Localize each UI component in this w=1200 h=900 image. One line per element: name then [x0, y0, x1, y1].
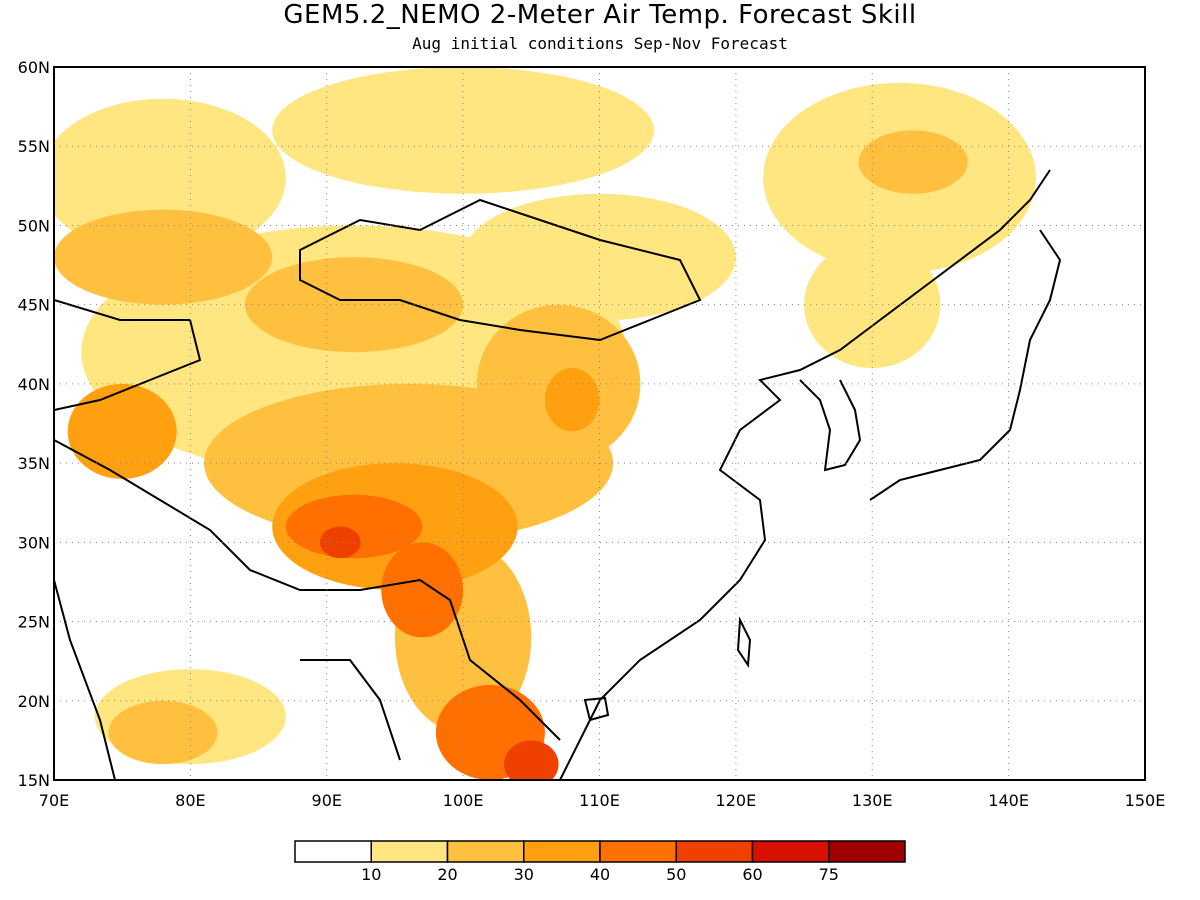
lon-tick-label: 130E: [852, 791, 893, 810]
longitude-tick-labels: 70E 80E 90E 100E 110E 120E 130E 140E 150E: [39, 791, 1166, 810]
coastline-china-east: [559, 169, 1051, 780]
chart-title: GEM5.2_NEMO 2-Meter Air Temp. Forecast S…: [283, 0, 917, 30]
skill-region-16: [544, 368, 600, 432]
lat-tick-label: 30N: [18, 533, 50, 552]
coastline-india: [54, 579, 401, 780]
lat-tick-label: 25N: [18, 613, 50, 632]
lon-tick-label: 80E: [175, 791, 205, 810]
colorbar: 10 20 30 40 50 60 75: [294, 840, 906, 884]
skill-region-1: [272, 67, 655, 194]
skill-region-3: [804, 241, 941, 369]
skill-region-18: [381, 542, 464, 638]
border-mongolia: [299, 198, 702, 342]
lon-tick-label: 120E: [716, 791, 757, 810]
skill-region-13: [108, 700, 218, 765]
skill-region-17: [285, 494, 423, 559]
colorbar-label: 10: [361, 865, 381, 884]
colorbar-swatch-4: [599, 840, 677, 863]
skill-region-7: [54, 209, 273, 305]
colorbar-swatch-1: [370, 840, 449, 863]
lat-tick-label: 35N: [18, 454, 50, 473]
lat-tick-label: 60N: [18, 58, 50, 77]
colorbar-label: 30: [514, 865, 534, 884]
skill-region-9: [858, 130, 968, 194]
border-central-asia: [54, 299, 202, 411]
colorbar-swatch-2: [446, 840, 525, 863]
colorbar-label: 50: [666, 865, 686, 884]
colorbar-swatch-7: [828, 840, 906, 863]
island-hainan: [583, 696, 610, 722]
colorbar-label: 40: [590, 865, 610, 884]
island-taiwan: [736, 616, 752, 668]
lon-tick-label: 140E: [988, 791, 1029, 810]
colorbar-swatch-6: [751, 840, 830, 863]
coastline-korea: [799, 379, 862, 472]
lat-tick-label: 55N: [18, 137, 50, 156]
skill-region-21: [504, 740, 559, 780]
chart-subtitle: Aug initial conditions Sep-Nov Forecast: [412, 34, 788, 53]
colorbar-label: 60: [742, 865, 762, 884]
lon-tick-label: 110E: [579, 791, 620, 810]
map-gridlines: [54, 67, 1145, 780]
lat-tick-label: 50N: [18, 216, 50, 235]
map-frame: [53, 66, 1146, 781]
lat-tick-label: 15N: [18, 771, 50, 790]
border-himalaya: [54, 439, 561, 741]
lat-tick-label: 45N: [18, 296, 50, 315]
coastline-japan: [869, 229, 1062, 501]
lat-tick-label: 40N: [18, 375, 50, 394]
skill-region-20: [319, 526, 361, 559]
latitude-tick-labels: 15N 20N 25N 30N 35N 40N 45N 50N 55N 60N: [18, 58, 50, 790]
lon-tick-label: 90E: [312, 791, 342, 810]
colorbar-label: 75: [819, 865, 839, 884]
lat-tick-label: 20N: [18, 692, 50, 711]
coastlines-borders: [54, 169, 1062, 780]
colorbar-swatch-3: [523, 840, 601, 863]
colorbar-swatch-0: [294, 840, 372, 863]
skill-region-15: [67, 383, 177, 479]
colorbar-swatch-5: [675, 840, 754, 863]
lon-tick-label: 100E: [443, 791, 484, 810]
lon-tick-label: 150E: [1125, 791, 1166, 810]
colorbar-label: 20: [437, 865, 457, 884]
lon-tick-label: 70E: [39, 791, 69, 810]
